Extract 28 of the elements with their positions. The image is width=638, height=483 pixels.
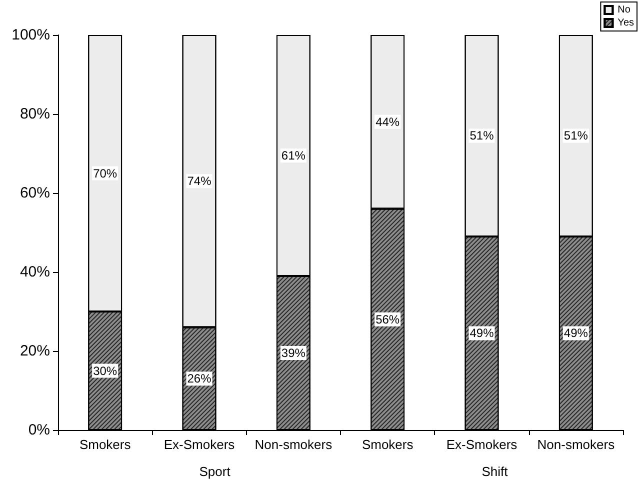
x-tick-label: Ex-Smokers [164, 437, 236, 452]
data-label: 49% [470, 326, 494, 340]
data-label: 56% [376, 312, 400, 326]
y-tick-label: 80% [20, 106, 50, 122]
text: Shift [482, 464, 508, 479]
x-tick-label: Non-smokers [254, 437, 333, 452]
y-tick-label: 0% [28, 422, 50, 438]
y-tick-label: 20% [20, 342, 50, 360]
y-tick-label: 60% [20, 184, 50, 202]
x-tick-label: Ex-Smokers [446, 437, 518, 452]
y-tick-label: 40% [20, 264, 50, 280]
data-label: 26% [187, 372, 212, 386]
x-tick-label: Smokers [362, 437, 414, 452]
data-label: 39% [281, 346, 306, 360]
text: Sport [199, 464, 231, 479]
data-label: 30% [93, 364, 118, 378]
data-label: 61% [281, 148, 306, 162]
y-tick-label: 100% [12, 26, 50, 44]
data-label: 44% [376, 114, 400, 129]
data-label: 49% [564, 326, 588, 340]
data-label: 70% [93, 166, 118, 180]
legend-label: Yes [618, 18, 634, 28]
legend-label: No [618, 4, 631, 16]
x-tick-label: Non-smokers [537, 437, 616, 452]
data-label: 51% [470, 128, 494, 143]
x-tick-label: Smokers [79, 437, 132, 452]
data-label: 51% [564, 128, 588, 143]
data-label: 74% [187, 174, 212, 188]
